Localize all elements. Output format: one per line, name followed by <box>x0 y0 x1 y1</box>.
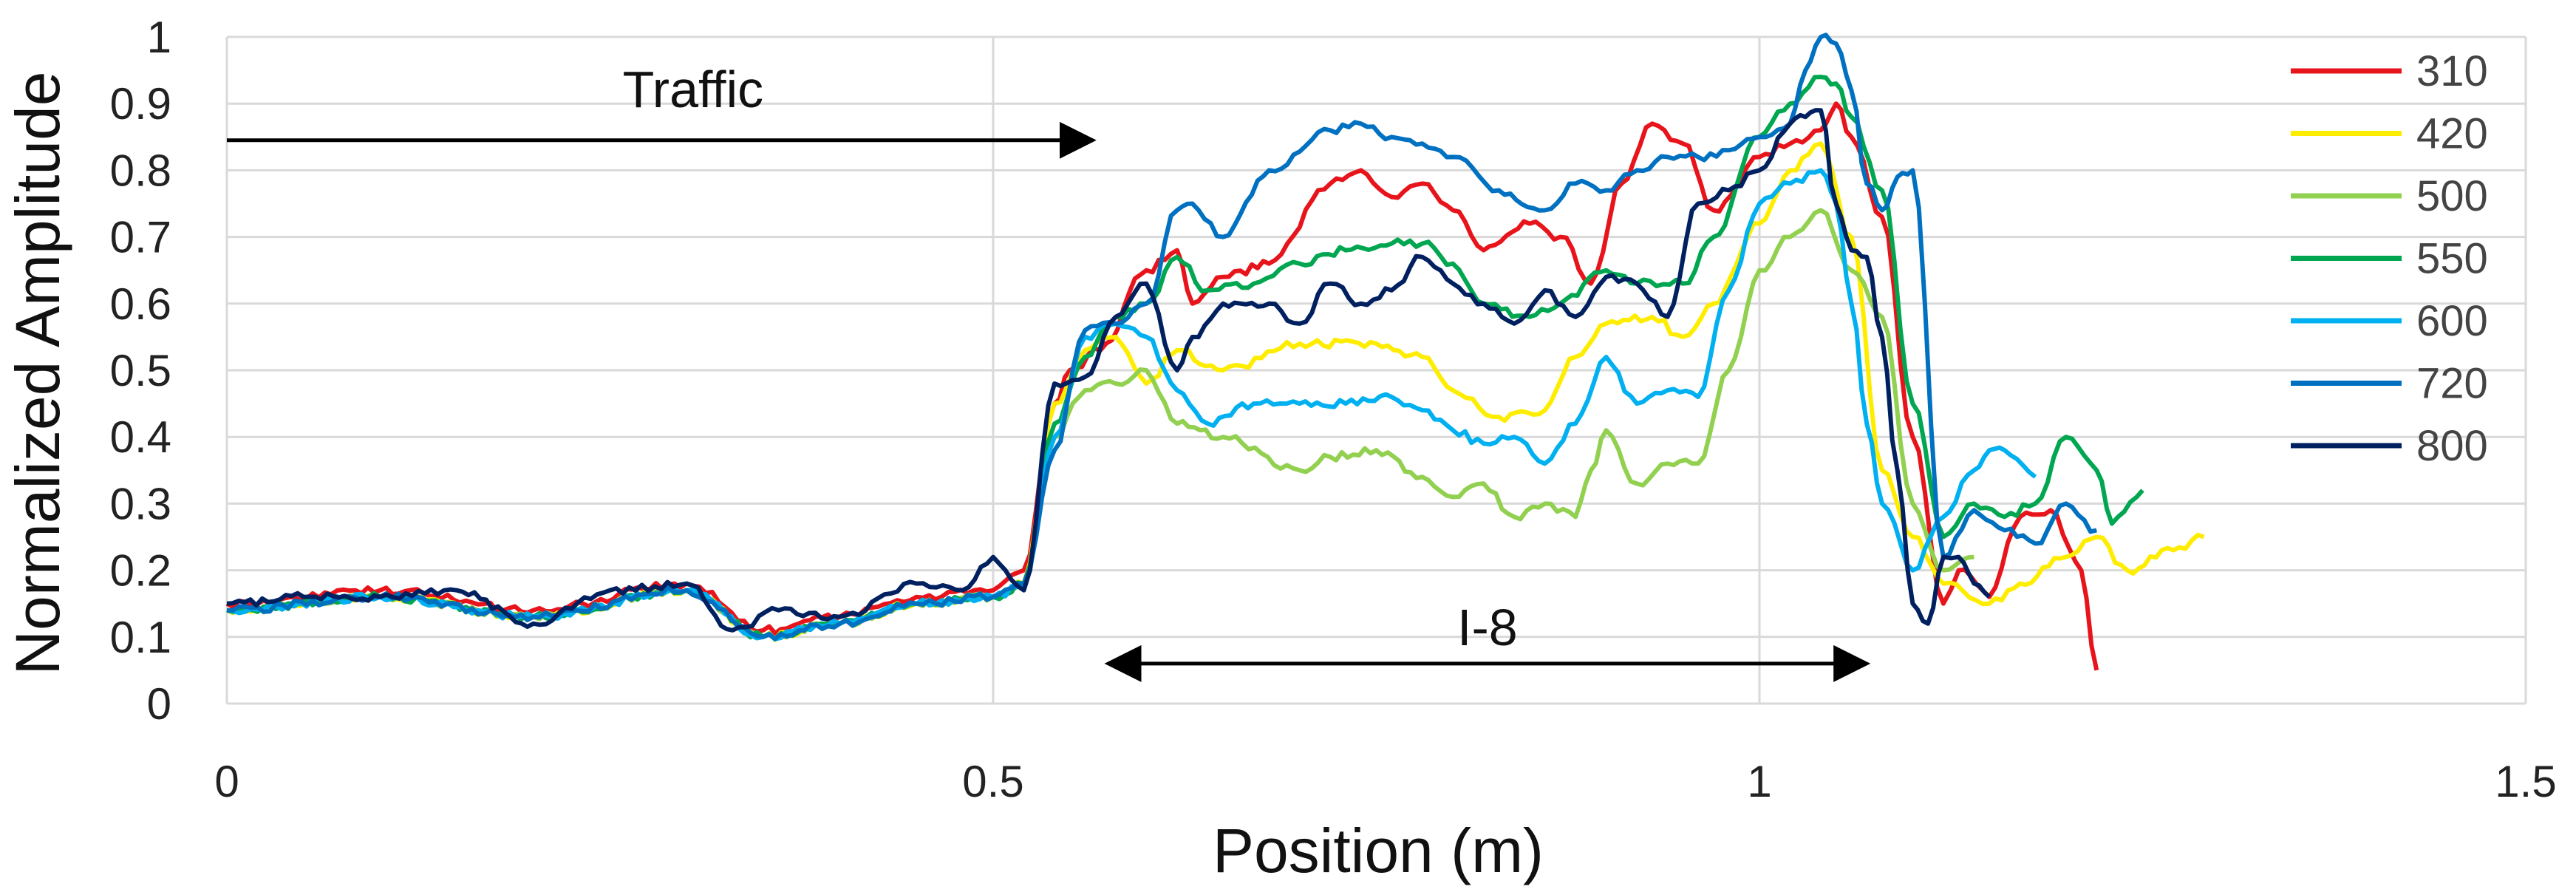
series-lines <box>225 33 2205 671</box>
y-tick-label: 1 <box>147 13 171 62</box>
series-line-600 <box>226 168 2037 642</box>
legend-label-550: 550 <box>2416 235 2488 283</box>
y-tick-label: 0.6 <box>110 279 171 329</box>
y-tick-label: 0.2 <box>110 546 171 596</box>
annotation-label: I-8 <box>1457 599 1518 656</box>
y-tick-label: 0.5 <box>110 346 171 395</box>
x-tick-label: 1.5 <box>2495 757 2556 806</box>
x-tick-label: 0.5 <box>962 757 1023 806</box>
series-line-720 <box>226 33 2097 642</box>
x-axis-title: Position (m) <box>1213 816 1544 885</box>
y-tick-label: 0.3 <box>110 479 171 528</box>
legend-label-500: 500 <box>2416 172 2488 220</box>
legend-label-720: 720 <box>2416 360 2488 408</box>
legend-label-800: 800 <box>2416 422 2488 470</box>
annotations: Traffic I-8 <box>227 61 1871 682</box>
legend: 310 420 500 550 600 720 800 <box>2291 47 2488 470</box>
gridlines <box>225 35 2527 705</box>
series-line-500 <box>226 208 1974 642</box>
y-tick-label: 0 <box>147 679 171 729</box>
legend-label-600: 600 <box>2416 297 2488 345</box>
y-tick-label: 0.8 <box>110 146 171 195</box>
y-tick-label: 0.9 <box>110 79 171 129</box>
y-tick-label: 0.4 <box>110 412 171 462</box>
series-line-310 <box>225 101 2099 671</box>
legend-label-420: 420 <box>2416 110 2488 158</box>
y-tick-label: 0.7 <box>110 213 171 262</box>
y-tick-label: 0.1 <box>110 613 171 662</box>
annotation-label: Traffic <box>623 61 764 118</box>
x-tick-label: 1 <box>1747 757 1771 806</box>
axes: 0 0.1 0.2 0.3 0.4 0.5 0.6 0.7 0.8 0.9 1 0 0.5 1 1.5 <box>110 13 2557 806</box>
legend-label-310: 310 <box>2416 47 2488 95</box>
y-axis-title: Normalized Amplitude <box>3 71 72 675</box>
x-tick-label: 0 <box>214 757 239 806</box>
series-line-800 <box>226 108 1991 633</box>
